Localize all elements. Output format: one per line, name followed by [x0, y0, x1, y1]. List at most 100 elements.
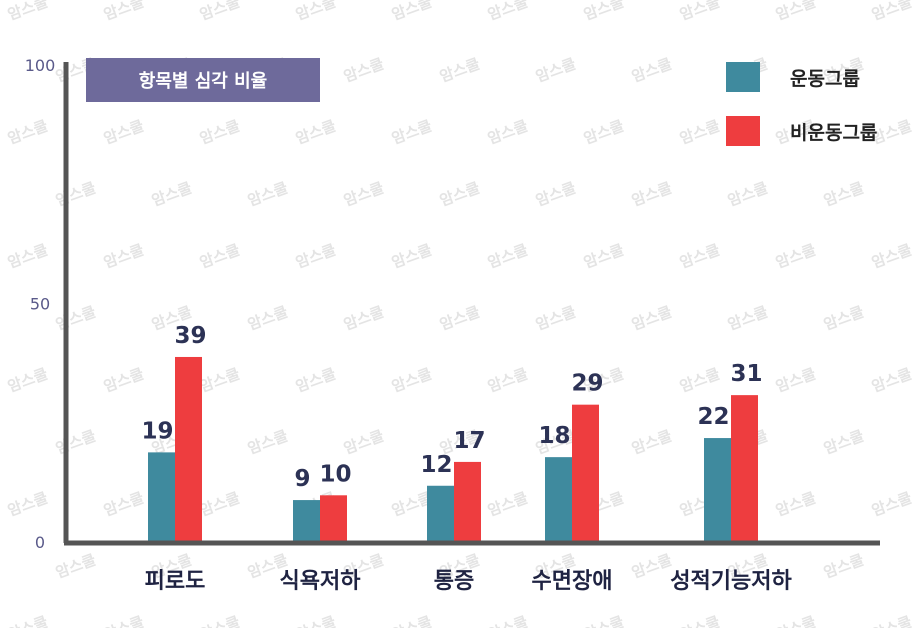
bar-non-exercise: [572, 404, 599, 543]
x-tick-label: 피로도: [145, 569, 206, 594]
bar-exercise: [704, 438, 731, 543]
data-label-non-exercise: 39: [174, 323, 206, 349]
watermark-text: 암스쿨: [53, 427, 98, 458]
watermark-text: 암스쿨: [773, 0, 818, 24]
watermark-text: 암스쿨: [533, 55, 578, 86]
x-tick-label: 통증: [434, 569, 474, 594]
watermark-text: 암스쿨: [485, 489, 530, 520]
watermark-text: 암스쿨: [485, 117, 530, 148]
watermark-text: 암스쿨: [437, 303, 482, 334]
watermark-text: 암스쿨: [773, 489, 818, 520]
watermark-text: 암스쿨: [773, 365, 818, 396]
data-label-exercise: 9: [294, 466, 310, 492]
data-label-non-exercise: 10: [319, 461, 351, 487]
watermark-text: 암스쿨: [773, 613, 818, 628]
watermark-text: 암스쿨: [533, 303, 578, 334]
watermark-text: 암스쿨: [389, 0, 434, 24]
y-tick-label: 100: [25, 56, 56, 75]
watermark-text: 암스쿨: [197, 365, 242, 396]
watermark-text: 암스쿨: [5, 117, 50, 148]
watermark-text: 암스쿨: [5, 489, 50, 520]
data-label-exercise: 18: [538, 423, 570, 449]
watermark-text: 암스쿨: [773, 241, 818, 272]
watermark-text: 암스쿨: [389, 613, 434, 628]
watermark-text: 암스쿨: [485, 0, 530, 24]
watermark-text: 암스쿨: [581, 0, 626, 24]
legend-item-exercise: 운동그룹: [726, 62, 860, 92]
watermark-text: 암스쿨: [389, 241, 434, 272]
watermark-text: 암스쿨: [725, 179, 770, 210]
bar-non-exercise: [175, 356, 202, 543]
watermark-text: 암스쿨: [437, 179, 482, 210]
watermark-text: 암스쿨: [101, 241, 146, 272]
data-label-non-exercise: 31: [730, 361, 762, 387]
watermark-text: 암스쿨: [293, 365, 338, 396]
watermark-text: 암스쿨: [581, 117, 626, 148]
watermark-text: 암스쿨: [5, 613, 50, 628]
watermark-text: 암스쿨: [197, 613, 242, 628]
watermark-text: 암스쿨: [677, 0, 722, 24]
watermark-text: 암스쿨: [581, 613, 626, 628]
watermark-text: 암스쿨: [581, 241, 626, 272]
data-label-non-exercise: 29: [571, 371, 603, 397]
watermark-text: 암스쿨: [869, 0, 914, 24]
data-label-exercise: 12: [420, 452, 452, 478]
bar-exercise: [427, 485, 454, 543]
watermark-text: 암스쿨: [293, 117, 338, 148]
watermark-text: 암스쿨: [293, 613, 338, 628]
bar-non-exercise: [320, 495, 347, 543]
watermark-text: 암스쿨: [341, 55, 386, 86]
chart-title: 항목별 심각 비율: [86, 58, 320, 102]
axes-layer: [63, 62, 880, 546]
watermark-text: 암스쿨: [101, 117, 146, 148]
legend-swatch-non-exercise: [726, 116, 760, 146]
watermark-text: 암스쿨: [485, 613, 530, 628]
watermark-text: 암스쿨: [389, 365, 434, 396]
y-tick-label: 0: [35, 533, 45, 552]
legend-label-non-exercise: 비운동그룹: [790, 121, 878, 144]
watermark-text: 암스쿨: [677, 613, 722, 628]
watermark-text: 암스쿨: [485, 241, 530, 272]
data-label-non-exercise: 17: [453, 428, 485, 454]
watermark-text: 암스쿨: [677, 241, 722, 272]
watermark-text: 암스쿨: [53, 179, 98, 210]
watermark-text: 암스쿨: [245, 303, 290, 334]
watermark-text: 암스쿨: [293, 0, 338, 24]
watermark-text: 암스쿨: [149, 179, 194, 210]
legend-swatch-exercise: [726, 62, 760, 92]
bar-exercise: [293, 500, 320, 543]
watermark-text: 암스쿨: [53, 303, 98, 334]
watermark-text: 암스쿨: [629, 303, 674, 334]
x-tick-label: 수면장애: [532, 569, 613, 594]
watermark-text: 암스쿨: [869, 241, 914, 272]
bars-layer: [148, 356, 758, 543]
watermark-text: 암스쿨: [821, 427, 866, 458]
watermark-text: 암스쿨: [197, 0, 242, 24]
watermark-text: 암스쿨: [197, 117, 242, 148]
watermark-text: 암스쿨: [101, 489, 146, 520]
bar-exercise: [148, 452, 175, 543]
watermark-text: 암스쿨: [677, 365, 722, 396]
watermark-text: 암스쿨: [245, 179, 290, 210]
watermark-text: 암스쿨: [197, 241, 242, 272]
watermark-text: 암스쿨: [341, 303, 386, 334]
watermark-text: 암스쿨: [5, 0, 50, 24]
x-tick-label: 성적기능저하: [670, 569, 792, 594]
watermark-text: 암스쿨: [245, 427, 290, 458]
watermark-text: 암스쿨: [629, 179, 674, 210]
watermark-text: 암스쿨: [5, 241, 50, 272]
bar-non-exercise: [731, 395, 758, 543]
watermark-text: 암스쿨: [5, 365, 50, 396]
watermark-text: 암스쿨: [197, 489, 242, 520]
watermark-text: 암스쿨: [437, 55, 482, 86]
data-label-exercise: 22: [697, 404, 729, 430]
watermark-text: 암스쿨: [821, 303, 866, 334]
bar-exercise: [545, 457, 572, 543]
watermark-text: 암스쿨: [725, 303, 770, 334]
watermark-text: 암스쿨: [677, 117, 722, 148]
watermark-text: 암스쿨: [101, 365, 146, 396]
watermark-text: 암스쿨: [821, 551, 866, 582]
watermark-text: 암스쿨: [629, 55, 674, 86]
